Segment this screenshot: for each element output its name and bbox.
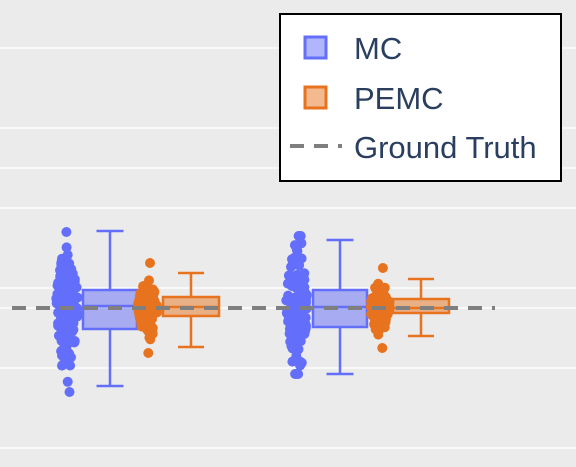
data-point bbox=[300, 312, 311, 323]
box-mc-group-2 bbox=[281, 231, 369, 379]
data-point bbox=[143, 348, 154, 358]
data-point bbox=[64, 387, 75, 397]
data-point bbox=[62, 249, 73, 260]
data-point bbox=[295, 356, 306, 367]
data-point bbox=[62, 376, 73, 387]
data-point bbox=[286, 261, 296, 272]
data-point bbox=[377, 263, 388, 273]
legend-mc-swatch bbox=[303, 35, 328, 60]
data-point bbox=[376, 308, 387, 319]
data-point bbox=[366, 309, 377, 320]
data-point bbox=[296, 238, 307, 249]
data-point bbox=[70, 291, 81, 302]
legend-pemc-label: PEMC bbox=[354, 81, 444, 116]
data-point bbox=[374, 291, 385, 302]
data-point bbox=[145, 258, 155, 268]
legend: MC PEMC Ground Truth bbox=[279, 13, 562, 182]
data-point bbox=[147, 301, 158, 312]
data-point bbox=[142, 319, 153, 330]
box-pemc-group-1 bbox=[133, 258, 221, 358]
data-point bbox=[61, 242, 72, 253]
data-point bbox=[53, 307, 64, 318]
data-point bbox=[66, 323, 77, 334]
data-point bbox=[62, 332, 73, 343]
data-point bbox=[283, 290, 294, 301]
legend-pemc-swatch bbox=[303, 85, 328, 110]
data-point bbox=[295, 283, 305, 294]
data-point bbox=[292, 246, 303, 256]
data-point bbox=[377, 343, 388, 353]
data-point bbox=[72, 303, 83, 314]
data-point bbox=[374, 324, 384, 335]
data-point bbox=[296, 253, 307, 264]
legend-ground-truth-label: Ground Truth bbox=[354, 130, 537, 165]
data-point bbox=[53, 277, 64, 288]
data-point bbox=[61, 297, 72, 308]
data-point bbox=[379, 282, 390, 293]
data-point bbox=[61, 227, 72, 237]
data-point bbox=[57, 344, 68, 355]
data-point bbox=[288, 330, 298, 341]
data-point bbox=[57, 360, 67, 371]
data-point bbox=[53, 320, 64, 331]
legend-mc-label: MC bbox=[354, 31, 402, 66]
data-point bbox=[282, 278, 293, 289]
data-point bbox=[293, 344, 304, 355]
data-point bbox=[295, 231, 306, 241]
data-point bbox=[69, 278, 79, 289]
data-point bbox=[283, 270, 294, 281]
data-point bbox=[291, 369, 302, 379]
